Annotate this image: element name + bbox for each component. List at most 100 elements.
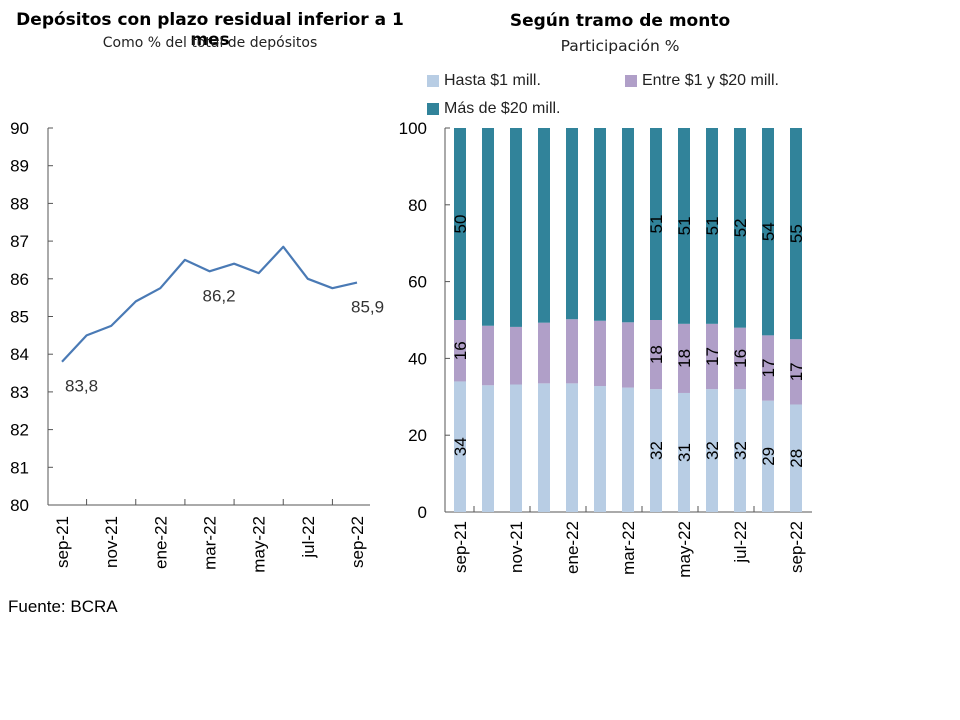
line-chart-x-tick-label: nov-21 — [102, 516, 121, 568]
line-chart-y-tick-label: 90 — [10, 119, 29, 138]
line-data-label: 85,9 — [351, 298, 384, 317]
bar-data-label: 31 — [675, 443, 694, 462]
line-series-depositos — [61, 245, 358, 363]
bar-data-label: 18 — [647, 345, 666, 364]
bar-chart-y-tick-label: 100 — [399, 119, 427, 138]
bar-segment-mas20 — [538, 128, 550, 323]
bar-chart-x-tick-label: jul-22 — [731, 521, 750, 564]
bar-segment-mas20 — [706, 128, 718, 324]
line-data-label: 86,2 — [203, 286, 236, 305]
line-chart-x-tick-label: sep-21 — [53, 516, 72, 568]
bar-chart-title: Según tramo de monto — [509, 11, 731, 31]
bar-segment-hasta1 — [706, 389, 718, 512]
legend-item-entre-1-y-20: Entre $1 y $20 mill. — [625, 72, 779, 90]
bar-chart-y-tick-label: 0 — [418, 503, 427, 522]
bar-segment-mas20 — [678, 128, 690, 324]
line-chart-title: Depósitos con plazo residual inferior a … — [16, 10, 404, 50]
bar-data-label: 52 — [731, 218, 750, 237]
bar-segment-entre1y20 — [650, 320, 662, 390]
bar-chart-y-tick-label: 40 — [408, 349, 427, 368]
bar-data-label: 28 — [787, 449, 806, 468]
bar-segment-hasta1 — [790, 404, 802, 512]
bar-data-label: 32 — [647, 441, 666, 460]
bar-data-label: 50 — [451, 215, 470, 234]
bar-segment-entre1y20 — [510, 326, 522, 385]
line-data-label: 83,8 — [65, 377, 98, 396]
bar-data-label: 54 — [759, 222, 778, 241]
bar-segment-hasta1 — [734, 389, 746, 512]
line-chart-y-tick-label: 82 — [10, 421, 29, 440]
bar-data-label: 29 — [759, 447, 778, 466]
bar-segment-mas20 — [510, 128, 522, 327]
line-chart-x-tick-label: mar-22 — [201, 516, 220, 570]
bar-segment-mas20 — [622, 128, 634, 323]
line-chart-y-tick-label: 88 — [10, 194, 29, 213]
line-chart-y-tick-label: 81 — [10, 458, 29, 477]
bar-segment-entre1y20 — [706, 323, 718, 390]
legend-item-mas-20: Más de $20 mill. — [427, 100, 561, 118]
bar-segment-hasta1 — [678, 392, 690, 512]
bar-chart-y-tick-label: 20 — [408, 426, 427, 445]
bar-data-label: 17 — [759, 359, 778, 378]
line-chart-subtitle: Como % del total de depósitos — [102, 35, 318, 51]
bar-chart-x-tick-label: ene-22 — [563, 521, 582, 574]
bar-chart-x-tick-label: sep-21 — [451, 521, 470, 573]
bar-segment-hasta1 — [482, 385, 494, 512]
bar-data-label: 51 — [703, 216, 722, 235]
legend-label-hasta-1: Hasta $1 mill. — [444, 72, 541, 89]
legend-swatch-entre-1-y-20 — [625, 75, 637, 87]
legend-item-hasta-1: Hasta $1 mill. — [427, 72, 541, 90]
bar-data-label: 51 — [647, 215, 666, 234]
bar-chart-y-tick-label: 60 — [408, 273, 427, 292]
bar-chart-x-tick-label: may-22 — [675, 521, 694, 578]
bar-segment-entre1y20 — [734, 327, 746, 390]
bar-data-label: 51 — [675, 216, 694, 235]
bar-segment-hasta1 — [454, 381, 466, 512]
bar-segment-hasta1 — [538, 383, 550, 512]
bar-segment-mas20 — [650, 128, 662, 320]
bar-segment-hasta1 — [622, 387, 634, 512]
line-chart-y-tick-label: 83 — [10, 383, 29, 402]
bar-data-label: 18 — [675, 349, 694, 368]
line-chart-y-tick-label: 89 — [10, 157, 29, 176]
legend-label-entre-1-y-20: Entre $1 y $20 mill. — [642, 72, 779, 89]
bar-segment-mas20 — [762, 128, 774, 336]
bar-segment-hasta1 — [594, 386, 606, 512]
bar-data-label: 34 — [451, 437, 470, 456]
bar-segment-mas20 — [734, 128, 746, 328]
bar-segment-hasta1 — [762, 400, 774, 512]
bar-segment-entre1y20 — [762, 335, 774, 401]
bar-chart-x-tick-label: nov-21 — [507, 521, 526, 573]
line-chart-y-tick-label: 80 — [10, 496, 29, 515]
bar-data-label: 16 — [451, 341, 470, 360]
line-chart-y-tick-label: 86 — [10, 270, 29, 289]
bar-data-label: 17 — [787, 362, 806, 381]
source-note: Fuente: BCRA — [8, 597, 118, 616]
bar-segment-mas20 — [790, 128, 802, 340]
bar-data-label: 16 — [731, 349, 750, 368]
line-chart-y-tick-label: 84 — [10, 345, 29, 364]
legend-label-mas-20: Más de $20 mill. — [444, 100, 561, 117]
line-chart-x-tick-label: may-22 — [250, 516, 269, 573]
bar-segment-entre1y20 — [566, 319, 578, 384]
line-chart-x-tick-label: jul-22 — [299, 516, 318, 559]
bar-data-label: 32 — [731, 441, 750, 460]
bar-chart-y-tick-label: 80 — [408, 196, 427, 215]
bar-segment-mas20 — [454, 128, 466, 320]
line-chart-y-tick-label: 85 — [10, 308, 29, 327]
bar-chart-x-tick-label: sep-22 — [787, 521, 806, 573]
bar-segment-hasta1 — [650, 389, 662, 512]
bar-segment-mas20 — [594, 128, 606, 321]
bar-segment-entre1y20 — [790, 339, 802, 405]
bar-segment-mas20 — [482, 128, 494, 326]
bar-data-label: 32 — [703, 441, 722, 460]
bar-chart-x-tick-label: mar-22 — [619, 521, 638, 575]
bar-segment-mas20 — [566, 128, 578, 320]
bar-segment-entre1y20 — [678, 323, 690, 393]
legend-swatch-mas-20 — [427, 103, 439, 115]
legend-swatch-hasta-1 — [427, 75, 439, 87]
bar-data-label: 55 — [787, 224, 806, 243]
line-chart-y-tick-label: 87 — [10, 232, 29, 251]
bar-segment-entre1y20 — [538, 322, 550, 384]
